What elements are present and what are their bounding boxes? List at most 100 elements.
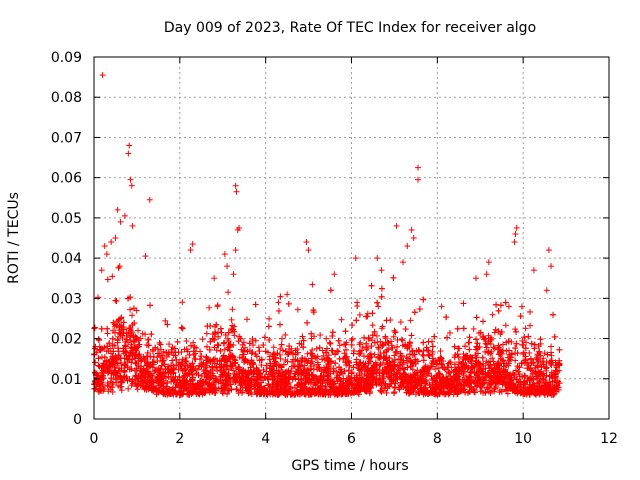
- data-point: [369, 310, 376, 317]
- data-point: [551, 333, 558, 340]
- data-point: [169, 357, 176, 364]
- data-point: [214, 368, 221, 375]
- data-point: [409, 366, 416, 373]
- data-point: [327, 287, 334, 294]
- data-point: [522, 325, 529, 332]
- data-point: [275, 307, 282, 314]
- data-point: [373, 332, 380, 339]
- data-point: [249, 349, 256, 356]
- data-point: [408, 332, 415, 339]
- data-point: [240, 339, 247, 346]
- data-point: [416, 306, 423, 313]
- data-point: [365, 336, 372, 343]
- data-point: [109, 273, 116, 280]
- data-point: [462, 343, 469, 350]
- data-point: [446, 329, 453, 336]
- data-point: [527, 308, 534, 315]
- data-point: [279, 347, 286, 354]
- data-point: [214, 302, 221, 309]
- data-point: [256, 348, 263, 355]
- data-point: [145, 336, 152, 343]
- data-point: [95, 355, 102, 362]
- data-point: [391, 385, 398, 392]
- data-point: [282, 331, 289, 338]
- data-point: [335, 348, 342, 355]
- data-point: [378, 285, 385, 292]
- data-point: [204, 343, 211, 350]
- data-point: [500, 341, 507, 348]
- data-point: [266, 337, 273, 344]
- data-point: [419, 351, 426, 358]
- data-point: [150, 353, 157, 360]
- data-point: [109, 335, 116, 342]
- data-point: [523, 339, 530, 346]
- data-point: [197, 356, 204, 363]
- data-point: [513, 328, 520, 335]
- data-point: [316, 344, 323, 351]
- data-point: [130, 338, 137, 345]
- data-point: [127, 306, 134, 313]
- data-point: [323, 335, 330, 342]
- data-point: [437, 348, 444, 355]
- data-point: [182, 366, 189, 373]
- data-point: [403, 354, 410, 361]
- data-point: [224, 391, 231, 398]
- data-point: [378, 388, 385, 395]
- data-point: [175, 349, 182, 356]
- data-point: [252, 301, 259, 308]
- data-point: [299, 333, 306, 340]
- data-point: [199, 336, 206, 343]
- data-point: [454, 325, 461, 332]
- data-point: [398, 336, 405, 343]
- data-point: [265, 323, 272, 330]
- data-point: [407, 317, 414, 324]
- data-point: [190, 339, 197, 346]
- data-point: [266, 356, 273, 363]
- data-point: [390, 333, 397, 340]
- data-point: [502, 299, 509, 306]
- data-point: [460, 325, 467, 332]
- data-point: [204, 323, 211, 330]
- data-point: [444, 334, 451, 341]
- data-point: [354, 303, 361, 310]
- data-point: [326, 339, 333, 346]
- data-point: [391, 327, 398, 334]
- data-point: [528, 340, 535, 347]
- data-point: [206, 304, 213, 311]
- data-point: [294, 306, 301, 313]
- data-point: [341, 350, 348, 357]
- data-point: [359, 343, 366, 350]
- data-point: [317, 332, 324, 339]
- data-point: [409, 347, 416, 354]
- data-point: [104, 276, 111, 283]
- data-point: [425, 351, 432, 358]
- data-point: [495, 328, 502, 335]
- data-point: [374, 299, 381, 306]
- data-point: [460, 300, 467, 307]
- data-point: [285, 300, 292, 307]
- data-point: [118, 387, 125, 394]
- data-point: [113, 297, 120, 304]
- data-point: [495, 307, 502, 314]
- data-point: [135, 327, 142, 334]
- data-point: [198, 353, 205, 360]
- data-point: [139, 330, 146, 337]
- data-point: [420, 357, 427, 364]
- data-point: [399, 337, 406, 344]
- data-point: [473, 336, 480, 343]
- data-point: [319, 347, 326, 354]
- data-point: [411, 309, 418, 316]
- data-point: [244, 316, 251, 323]
- data-point: [369, 322, 376, 329]
- data-point: [313, 345, 320, 352]
- data-point: [217, 325, 224, 332]
- data-point: [502, 322, 509, 329]
- data-point: [512, 326, 519, 333]
- data-point: [491, 345, 498, 352]
- data-point: [479, 354, 486, 361]
- data-point: [304, 319, 311, 326]
- data-point: [225, 289, 232, 296]
- data-point: [489, 355, 496, 362]
- data-point: [358, 347, 365, 354]
